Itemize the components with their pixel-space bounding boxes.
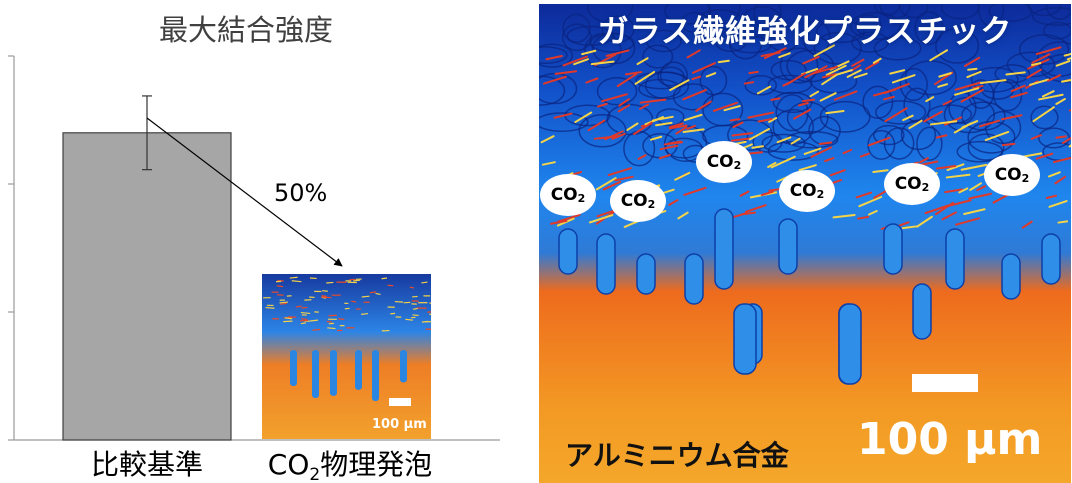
chart-title: 最大結合強度 — [159, 13, 333, 47]
co2-bubble: CO 2 — [984, 154, 1040, 196]
micrograph-scale-bar — [912, 374, 978, 392]
x-tick-label-co2: CO2物理発泡 — [268, 448, 432, 483]
co2-bubble: CO 2 — [610, 180, 666, 222]
percent-annotation: 50% — [274, 179, 327, 207]
bar — [62, 132, 232, 441]
inset-micrograph: 100 μm — [262, 274, 431, 439]
micrograph-image — [539, 4, 1071, 483]
co2-bubble: CO 2 — [884, 163, 940, 205]
x-tick-label-baseline: 比較基準 — [91, 448, 203, 481]
inset-scale-bar — [389, 398, 411, 406]
co2-bubble: CO 2 — [779, 170, 835, 212]
co2-bubble: CO 2 — [696, 141, 752, 183]
alloy-label: アルミニウム合金 — [565, 439, 789, 472]
trend-arrow — [146, 117, 343, 267]
inset-scale-label: 100 μm — [372, 417, 427, 432]
co2-bubble: CO 2 — [540, 174, 596, 216]
micrograph-scale-label: 100 μm — [857, 414, 1043, 465]
micrograph-title: ガラス繊維強化プラスチック — [597, 14, 1013, 50]
bar-chart: 最大結合強度 100 μm 50% 比較基準 CO2物理発泡 — [8, 13, 500, 483]
micrograph-panel: ガラス繊維強化プラスチック CO 2 CO 2 CO 2 CO 2 CO 2 CO 2 10… — [539, 4, 1071, 483]
error-bar — [142, 95, 152, 171]
